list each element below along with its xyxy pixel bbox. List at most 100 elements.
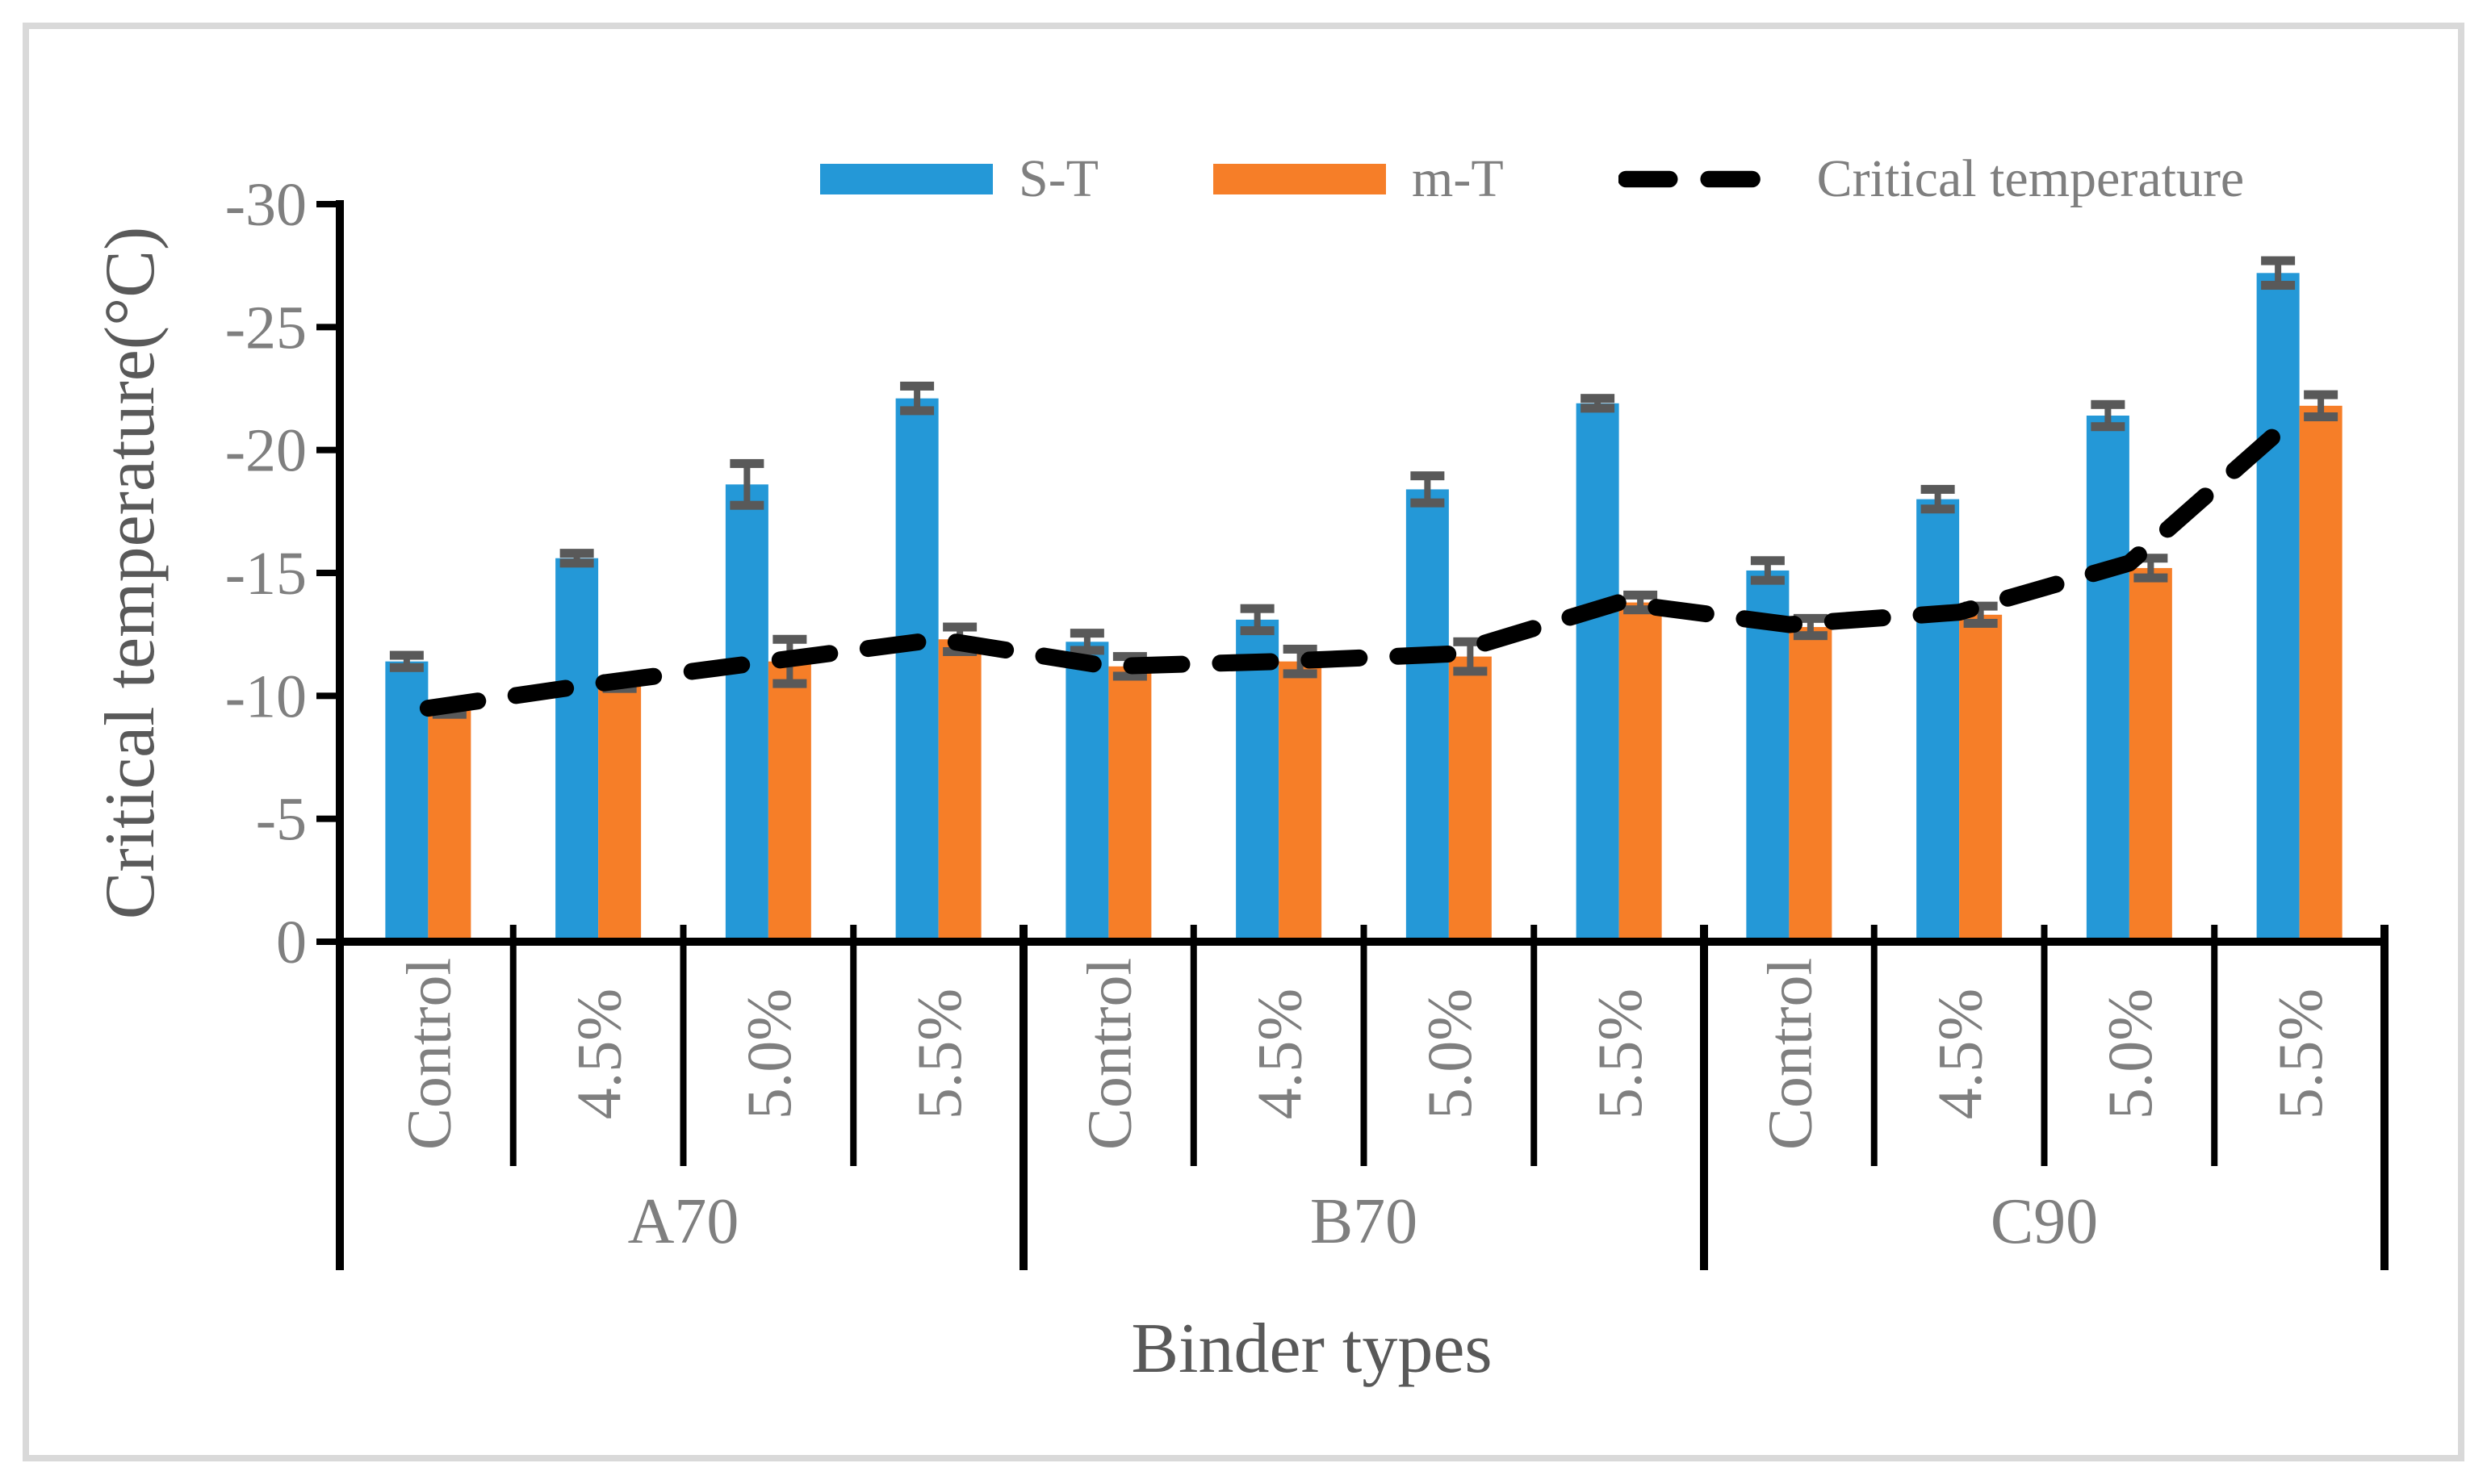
error-bar-cap: [2133, 554, 2168, 563]
group-label: B70: [1310, 1186, 1417, 1257]
y-tick-label: -15: [225, 540, 307, 608]
error-bar-cap: [559, 558, 594, 568]
legend-label-s-t: S-T: [1019, 149, 1099, 208]
category-separator-line: [680, 925, 687, 1166]
error-bar-cap: [900, 381, 935, 391]
error-bar-stem: [743, 463, 751, 506]
m-t-bar: [1959, 614, 2003, 942]
m-t-bar: [428, 710, 471, 942]
y-axis-tick: [316, 815, 336, 822]
y-tick-label: 0: [276, 909, 307, 976]
error-bar-stem: [1594, 398, 1601, 408]
y-tick-label: -10: [225, 663, 307, 730]
error-bar-cap: [1963, 618, 1998, 628]
error-bars-layer: [389, 256, 2338, 719]
error-bar-cap: [1623, 590, 1658, 600]
error-bar-cap: [1070, 629, 1104, 638]
category-separator-line: [2211, 925, 2218, 1166]
error-bar-cap: [559, 549, 594, 558]
m-t-bar: [938, 639, 982, 942]
category-separator-line: [2041, 925, 2048, 1166]
error-bar-cap: [1793, 631, 1828, 641]
s-t-bar: [1746, 570, 1790, 942]
error-bar-cap: [1920, 484, 1955, 494]
error-bar-stem: [2147, 558, 2154, 579]
error-bar-cap: [730, 500, 764, 510]
error-bar-cap: [1283, 669, 1317, 679]
m-t-bar: [1789, 627, 1832, 942]
x-axis-title: Binder types: [1131, 1310, 1492, 1388]
critical-temperature-line-layer: [419, 404, 2309, 717]
error-bar-cap: [1410, 498, 1445, 508]
category-label: 4.5%: [1924, 989, 1995, 1119]
axis-labels-layer: -30 -25 -20 -15 -10 -5 0 Control 4.5% 5.0% 5.5% Con…: [225, 171, 2335, 1257]
error-bar-stem: [1807, 618, 1814, 636]
y-axis-tick: [316, 446, 336, 454]
error-bar-stem: [914, 386, 921, 411]
error-bar-cap: [1963, 601, 1998, 611]
critical-temperature-line: [419, 404, 2309, 717]
y-tick-label: -5: [256, 786, 307, 854]
error-bar-cap: [1581, 403, 1615, 413]
error-bar-cap: [2261, 256, 2296, 265]
error-bar-cap: [1453, 637, 1488, 646]
m-t-bar: [2299, 405, 2343, 942]
error-bar-cap: [772, 634, 807, 644]
error-bar-cap: [1793, 613, 1828, 623]
category-label: 5.5%: [1585, 989, 1655, 1119]
error-bar-cap: [1581, 394, 1615, 403]
legend-label-critical-temperature: Critical temperature: [1816, 149, 2245, 208]
error-bar-cap: [943, 622, 978, 632]
y-tick-label: -20: [225, 417, 307, 485]
error-bar-cap: [1112, 671, 1147, 681]
error-bar-stem: [1083, 633, 1091, 650]
y-tick-label: -30: [225, 171, 307, 239]
s-t-bar: [2256, 273, 2300, 943]
group-separator-line: [1700, 925, 1708, 1270]
category-separator-line: [1870, 925, 1878, 1166]
category-label: 4.5%: [563, 989, 634, 1119]
bars-layer: [385, 273, 2343, 943]
m-t-swatch-icon: [1213, 164, 1386, 194]
y-axis-tick: [316, 692, 336, 700]
y-axis-title: Critical temperature(°C): [91, 227, 170, 920]
category-label: Control: [1755, 958, 1825, 1150]
error-bar-cap: [2133, 573, 2168, 583]
s-t-bar: [725, 484, 768, 942]
y-axis-tick: [316, 570, 336, 576]
error-bar-cap: [2261, 281, 2296, 291]
error-bar-cap: [1240, 626, 1275, 636]
legend-item-m-t: m-T: [1213, 153, 1504, 206]
error-bar-cap: [2304, 412, 2338, 422]
m-t-bar: [1108, 666, 1152, 942]
error-bar-stem: [1467, 642, 1474, 671]
category-label: 5.0%: [2095, 989, 2165, 1119]
category-separator-line: [1530, 925, 1538, 1166]
error-bar-cap: [2091, 422, 2125, 432]
error-bar-cap: [772, 679, 807, 688]
error-bar-cap: [1623, 605, 1658, 615]
m-t-bar: [1618, 602, 1662, 942]
s-t-bar: [2086, 416, 2129, 942]
error-bar-cap: [1112, 652, 1147, 662]
error-bar-cap: [1070, 646, 1104, 655]
error-bar-stem: [1424, 475, 1431, 504]
error-bar-cap: [1283, 644, 1317, 654]
s-t-bar: [895, 398, 939, 943]
legend-label-m-t: m-T: [1412, 149, 1504, 208]
error-bar-stem: [1296, 649, 1304, 674]
y-tick-label: -25: [225, 294, 307, 362]
s-t-swatch-icon: [820, 164, 993, 194]
error-bar-cap: [1750, 575, 1785, 585]
group-label: A70: [628, 1186, 739, 1257]
error-bar-stem: [1764, 560, 1771, 581]
error-bar-stem: [2317, 395, 2325, 417]
s-t-bar: [1576, 403, 1619, 942]
category-label: 5.0%: [734, 989, 804, 1119]
m-t-bar: [2129, 567, 2172, 942]
error-bar-cap: [432, 709, 467, 719]
category-label: 4.5%: [1244, 989, 1314, 1119]
axes-layer: [316, 200, 2389, 1270]
s-t-bar: [1405, 489, 1449, 942]
